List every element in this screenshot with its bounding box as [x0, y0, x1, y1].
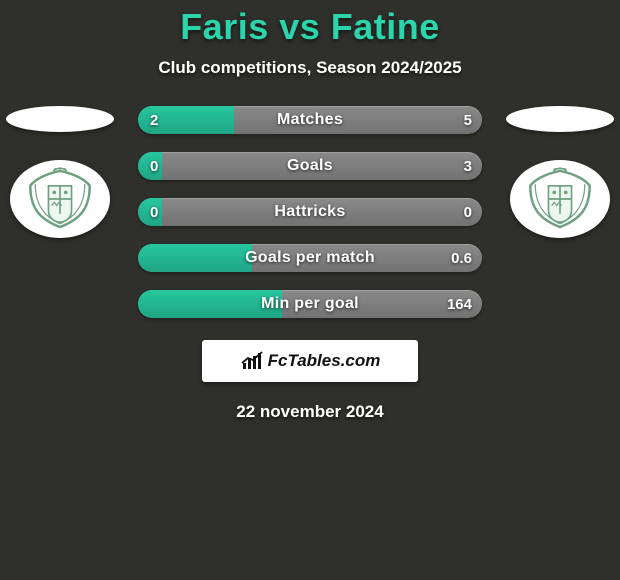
right-team-crest [510, 160, 610, 238]
stat-right-value: 5 [464, 106, 472, 134]
stat-bar-min-per-goal: Min per goal 164 [138, 290, 482, 318]
source-badge-text: FcTables.com [268, 351, 381, 371]
stat-right-value: 0 [464, 198, 472, 226]
stat-right-value: 164 [447, 290, 472, 318]
subtitle: Club competitions, Season 2024/2025 [0, 58, 620, 78]
stat-bar-goals: 0 Goals 3 [138, 152, 482, 180]
crest-icon [17, 166, 103, 232]
stat-bar-hattricks: 0 Hattricks 0 [138, 198, 482, 226]
crest-icon [517, 166, 603, 232]
stat-bar-goals-per-match: Goals per match 0.6 [138, 244, 482, 272]
page-title: Faris vs Fatine [0, 6, 620, 48]
infographic-container: Faris vs Fatine Club competitions, Seaso… [0, 0, 620, 422]
stat-label: Hattricks [138, 198, 482, 226]
bar-chart-icon [240, 351, 264, 371]
left-team-crest [10, 160, 110, 238]
right-player-placeholder [506, 106, 614, 132]
date-label: 22 november 2024 [0, 402, 620, 422]
stat-bar-matches: 2 Matches 5 [138, 106, 482, 134]
right-player-column [500, 106, 620, 238]
stat-label: Min per goal [138, 290, 482, 318]
source-badge: FcTables.com [202, 340, 418, 382]
stat-label: Goals per match [138, 244, 482, 272]
stat-right-value: 0.6 [451, 244, 472, 272]
stat-label: Goals [138, 152, 482, 180]
left-player-column [0, 106, 120, 238]
chart-area: 2 Matches 5 0 Goals 3 0 Hattricks 0 Goal… [0, 106, 620, 318]
left-player-placeholder [6, 106, 114, 132]
stat-label: Matches [138, 106, 482, 134]
stat-right-value: 3 [464, 152, 472, 180]
stat-bars: 2 Matches 5 0 Goals 3 0 Hattricks 0 Goal… [138, 106, 482, 318]
